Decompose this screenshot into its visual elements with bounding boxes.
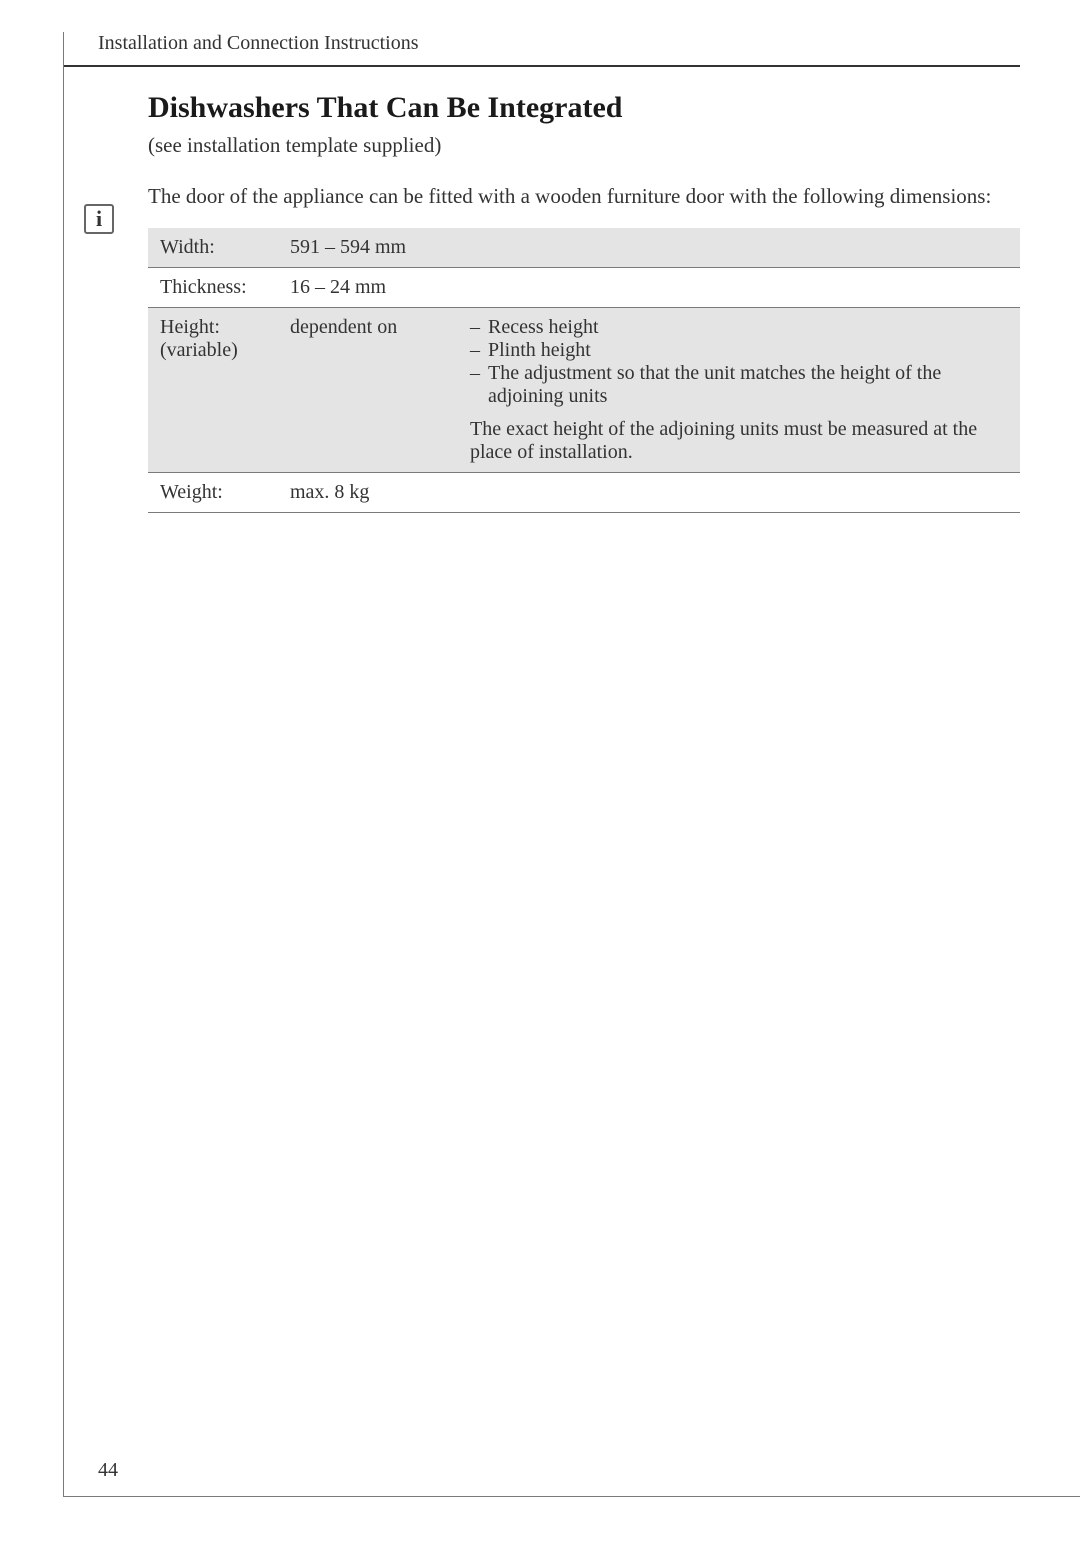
cell-label: Width: [148,228,278,268]
info-icon: i [84,204,114,234]
dimensions-table: Width: 591 – 594 mm Thickness: 16 – 24 m… [148,228,1020,513]
list-text: Recess height [488,316,1008,339]
table-row: Height: (variable) dependent on – Recess… [148,308,1020,473]
page-frame: Installation and Connection Instructions… [63,32,1080,1497]
info-text: The door of the appliance can be fitted … [148,182,991,210]
list-text: The adjustment so that the unit matches … [488,362,1008,408]
cell-extra: – Recess height – Plinth height – The ad… [458,308,1020,473]
cell-value: 591 – 594 mm [278,228,458,268]
dash-icon: – [470,316,488,339]
table-row: Weight: max. 8 kg [148,473,1020,513]
list-text: Plinth height [488,339,1008,362]
info-icon-glyph: i [96,206,102,232]
section-subtitle: (see installation template supplied) [148,133,1020,158]
cell-label: Weight: [148,473,278,513]
cell-extra [458,228,1020,268]
height-label-line1: Height: [160,316,220,338]
table-row: Thickness: 16 – 24 mm [148,268,1020,308]
cell-extra [458,473,1020,513]
cell-value: max. 8 kg [278,473,458,513]
page-number: 44 [98,1459,118,1482]
section-title: Dishwashers That Can Be Integrated [148,91,1020,125]
info-row: The door of the appliance can be fitted … [148,182,1020,210]
page-header: Installation and Connection Instructions [64,32,1020,67]
table-row: Width: 591 – 594 mm [148,228,1020,268]
cell-value: 16 – 24 mm [278,268,458,308]
cell-label: Thickness: [148,268,278,308]
cell-extra [458,268,1020,308]
spacer [470,408,1008,418]
dash-icon: – [470,339,488,362]
height-label-line2: (variable) [160,339,238,361]
cell-value: dependent on [278,308,458,473]
list-item: – Plinth height [470,339,1008,362]
list-item: – Recess height [470,316,1008,339]
dash-icon: – [470,362,488,385]
content-area: Dishwashers That Can Be Integrated (see … [64,67,1080,513]
list-item: – The adjustment so that the unit matche… [470,362,1008,408]
height-note: The exact height of the adjoining units … [470,418,1008,464]
cell-label: Height: (variable) [148,308,278,473]
